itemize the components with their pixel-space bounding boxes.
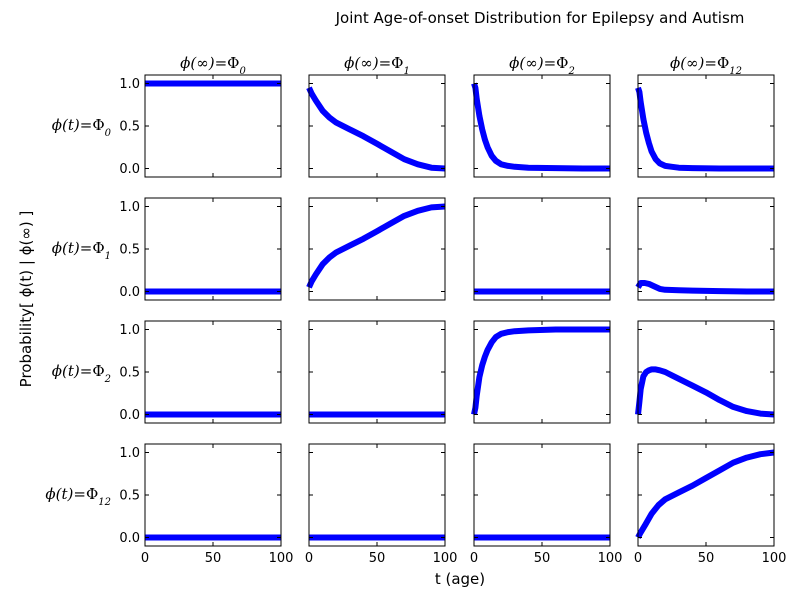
column-title-1: ϕ(∞)=Φ0 — [180, 54, 246, 77]
x-tick-label: 0 — [141, 551, 149, 566]
y-axis-label: Probability[ ϕ(t) | ϕ(∞) ] — [17, 211, 35, 388]
x-tick-label: 0 — [305, 551, 313, 566]
subplot-r1-c4 — [635, 74, 775, 178]
x-tick-label: 100 — [433, 551, 458, 566]
x-tick-label: 50 — [205, 551, 222, 566]
series-line-r1-c2 — [306, 86, 446, 172]
y-tick-label: 0.5 — [119, 366, 140, 381]
series-line-r1-c3 — [471, 82, 610, 172]
series-line-r1-c4 — [635, 86, 774, 172]
y-tick-label: 1.0 — [119, 323, 140, 338]
y-tick-label: 0.5 — [119, 489, 140, 504]
row-label-2: ϕ(t)=Φ1 — [52, 239, 111, 262]
row-label-1: ϕ(t)=Φ0 — [52, 116, 112, 139]
y-tick-label: 0.0 — [119, 408, 140, 423]
subplot-r4-c4: 0 50 100 — [634, 443, 787, 566]
column-title-3: ϕ(∞)=Φ2 — [509, 54, 575, 77]
y-tick-label: 1.0 — [119, 446, 140, 461]
subplot-r2-c2 — [306, 197, 446, 301]
x-axis-label: t (age) — [435, 570, 485, 588]
axes-frame — [308, 443, 446, 547]
subplot-r2-c3 — [473, 197, 611, 301]
series-line-r2-c2 — [306, 203, 446, 289]
x-tick-label: 0 — [634, 551, 642, 566]
row-label-4: ϕ(t)=Φ12 — [45, 485, 111, 508]
series-line-r3-c4 — [635, 366, 775, 418]
y-tick-label: 0.0 — [119, 531, 140, 546]
series-line-r4-c4 — [635, 449, 775, 539]
column-title-4: ϕ(∞)=Φ12 — [670, 54, 742, 77]
subplot-r4-c2: 0 50 100 — [305, 443, 458, 566]
x-tick-label: 100 — [762, 551, 787, 566]
subplot-r2-c4 — [635, 197, 775, 301]
x-tick-label: 50 — [369, 551, 386, 566]
subplot-r3-c3 — [471, 320, 611, 424]
x-tick-label: 0 — [470, 551, 478, 566]
y-tick-label: 1.0 — [119, 200, 140, 215]
y-tick-label: 0.0 — [119, 162, 140, 177]
axes-frame — [144, 74, 282, 178]
y-tick-label: 0.5 — [119, 243, 140, 258]
x-tick-label: 100 — [269, 551, 294, 566]
axes-frame — [308, 320, 446, 424]
series-line-r2-c4 — [635, 280, 774, 295]
subplot-r1-c2 — [306, 74, 446, 178]
subplot-r3-c2 — [308, 320, 446, 424]
subplot-r4-c1: 0.0 0.5 1.0 0 50 100 — [119, 443, 294, 566]
subplot-r1-c3 — [471, 74, 611, 178]
axes-frame — [473, 443, 611, 547]
row-label-3: ϕ(t)=Φ2 — [52, 362, 111, 385]
column-title-2: ϕ(∞)=Φ1 — [344, 54, 410, 77]
axes-frame — [144, 443, 282, 547]
subplot-r4-c3: 0 50 100 — [470, 443, 623, 566]
subplot-r2-c1: 0.0 0.5 1.0 — [119, 197, 282, 301]
subplot-grid: 0.0 0.5 1.0 0.0 0.5 1.0 0.0 0.5 1.0 0.0 0.5 1.0 0 50 1… — [45, 54, 786, 566]
series-line-r3-c3 — [471, 326, 610, 416]
chart-title: Joint Age-of-onset Distribution for Epil… — [335, 9, 745, 27]
x-tick-label: 50 — [534, 551, 551, 566]
axes-frame — [144, 320, 282, 424]
x-tick-label: 100 — [598, 551, 623, 566]
subplot-r1-c1: 0.0 0.5 1.0 — [119, 74, 282, 178]
axes-frame — [308, 197, 446, 301]
axes-frame — [637, 443, 775, 547]
x-tick-label: 50 — [698, 551, 715, 566]
axes-frame — [637, 197, 775, 301]
y-tick-label: 0.0 — [119, 285, 140, 300]
axes-frame — [144, 197, 282, 301]
axes-frame — [473, 197, 611, 301]
y-tick-label: 0.5 — [119, 120, 140, 135]
subplot-r3-c1: 0.0 0.5 1.0 — [119, 320, 282, 424]
subplot-r3-c4 — [635, 320, 775, 424]
axes-frame — [308, 74, 446, 178]
y-tick-label: 1.0 — [119, 77, 140, 92]
